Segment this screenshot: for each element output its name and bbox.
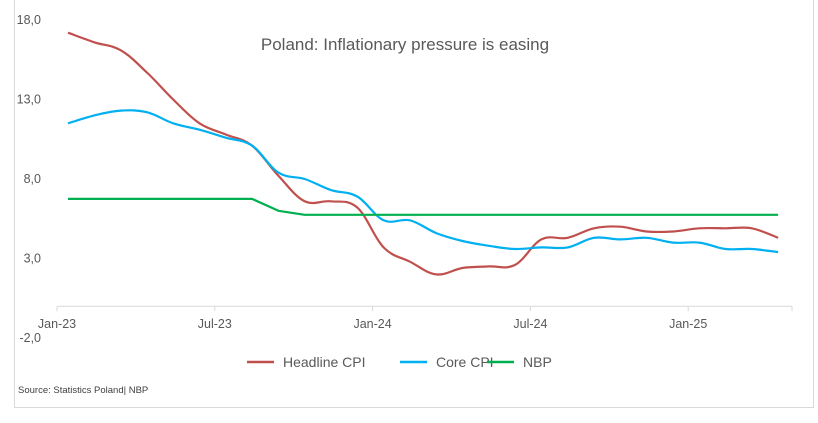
- x-tick-label: Jul-23: [198, 317, 232, 331]
- legend: Headline CPI Core CPI NBP: [247, 354, 552, 370]
- y-tick-label: 8,0: [24, 172, 41, 186]
- y-tick-label: -2,0: [19, 331, 41, 345]
- chart-frame: [14, 0, 814, 408]
- y-tick-label: 3,0: [24, 252, 41, 266]
- y-axis: 18,0 13,0 8,0 3,0 -2,0: [17, 13, 41, 345]
- series-line-headline-cpi: [67, 31, 779, 276]
- x-tick-label: Jan-23: [38, 317, 76, 331]
- legend-label-core-cpi: Core CPI: [436, 354, 494, 370]
- x-tick-label: Jan-25: [669, 317, 707, 331]
- x-tick-label: Jul-24: [513, 317, 547, 331]
- y-tick-label: 18,0: [17, 13, 41, 27]
- plot-area: [67, 31, 779, 276]
- chart-title: Poland: Inflationary pressure is easing: [261, 35, 549, 54]
- x-axis: Jan-23 Jul-23 Jan-24 Jul-24 Jan-25: [38, 305, 793, 331]
- series-line-core-cpi: [67, 109, 779, 254]
- series-line-nbp: [68, 197, 779, 216]
- x-tick-label: Jan-24: [353, 317, 391, 331]
- legend-label-headline-cpi: Headline CPI: [283, 354, 366, 370]
- source-note: Source: Statistics Poland| NBP: [18, 385, 149, 396]
- y-tick-label: 13,0: [17, 93, 41, 107]
- legend-label-nbp: NBP: [523, 354, 552, 370]
